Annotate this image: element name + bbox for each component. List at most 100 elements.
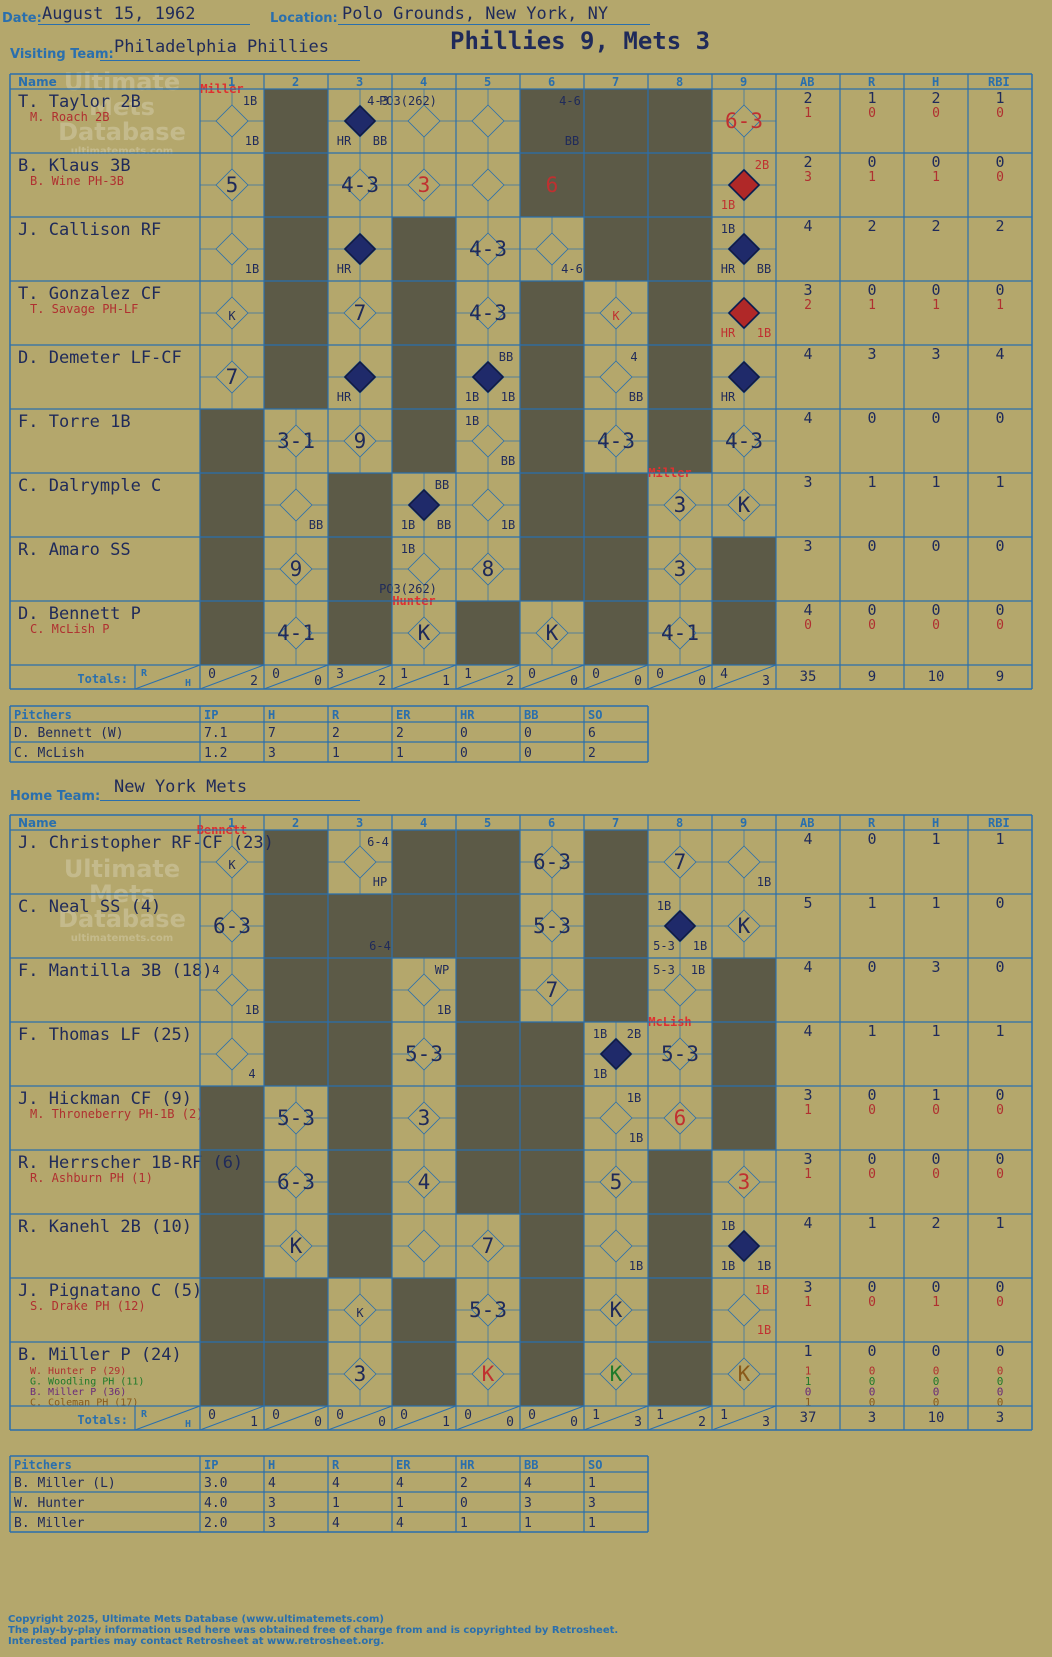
visiting-play-notation: HR [337,134,352,148]
visiting-run-scored-diamond [471,360,505,394]
home-base-diamond [215,909,249,943]
visiting-stat-rbi: 4 [995,345,1004,363]
home-play-notation: 5-3 [469,1298,507,1322]
home-player-name: C. Neal SS (4) [18,897,161,917]
visiting-base-diamond [343,296,377,330]
visiting-stat-r: 1 [867,473,876,491]
visiting-play-notation: BB [757,262,771,276]
visiting-play-notation: 4-1 [661,621,699,645]
home-play-notation: 5 [610,1170,623,1194]
home-stat-rbi: 0 [997,1386,1004,1399]
visiting-totals-divider [647,664,713,690]
visiting-stat-r: 0 [867,153,876,171]
home-shaded-cell [520,1086,584,1150]
home-pitcher-name: B. Miller (L) [14,1476,116,1491]
home-base-diamond [599,1101,633,1135]
visiting-play-notation: PO3(262) [379,582,437,596]
home-pitcher-stat: 4 [524,1476,532,1491]
home-totals-divider [263,1405,329,1431]
home-pitcher-stat: 2.0 [204,1516,227,1531]
visiting-shaded-cell [584,89,648,153]
visiting-stat-h: 1 [932,298,940,313]
home-run-scored-diamond [599,1037,633,1071]
visiting-shaded-cell [264,153,328,217]
home-inning-hits: 3 [634,1415,642,1430]
visiting-stat-r: 1 [868,170,876,185]
visiting-pitcher-stat: 7.1 [204,726,227,741]
home-base-diamond [215,1037,249,1071]
home-play-notation: K [482,1362,495,1386]
home-shaded-cell [328,1086,392,1150]
home-inning-runs: 0 [208,1408,216,1423]
home-sub-player-name: C. Coleman PH (17) [30,1398,138,1409]
visiting-base-diamond [343,168,377,202]
home-play-notation: 5-3 [653,939,675,953]
home-base-diamond [727,909,761,943]
visiting-run-scored-diamond [343,104,377,138]
visiting-total-stat: 9 [868,669,876,685]
visiting-shaded-cell [328,537,392,601]
home-shaded-cell [200,1086,264,1150]
home-inning-runs: 1 [656,1408,664,1423]
home-inning-runs: 0 [272,1408,280,1423]
visiting-shaded-cell [392,281,456,345]
home-stat-ab: 1 [805,1375,812,1388]
visiting-total-stat: 10 [928,669,945,685]
visiting-shaded-cell [392,345,456,409]
home-inning-hits: 1 [442,1415,450,1430]
visiting-shaded-cell [328,601,392,665]
visiting-play-notation: PO3(262) [379,94,437,108]
home-base-diamond [727,1293,761,1327]
visiting-pitcher-stat: 0 [524,746,532,761]
visiting-stat-ab: 4 [803,601,812,619]
visiting-play-notation: 1B [721,222,735,236]
visiting-play-notation: HR [337,390,352,404]
home-stat-ab: 0 [805,1386,812,1399]
visiting-sub-player-name: M. Roach 2B [30,110,109,124]
home-play-notation: 1B [755,1283,769,1297]
home-play-notation: 1B [693,939,707,953]
visiting-base-diamond [343,424,377,458]
home-pitcher-stat: 1 [588,1476,596,1491]
home-base-diamond [407,1037,441,1071]
visiting-shaded-cell [392,217,456,281]
game-location: Polo Grounds, New York, NY [342,4,609,24]
visiting-stat-rbi: 0 [995,153,1004,171]
visiting-stat-r: 2 [867,217,876,235]
home-base-diamond [599,1229,633,1263]
visiting-shaded-cell [520,473,584,537]
visiting-stat-ab: 4 [803,345,812,363]
visiting-shaded-cell [200,409,264,473]
visiting-base-diamond [727,424,761,458]
home-shaded-cell [456,1086,520,1150]
visiting-stat-r: 0 [868,618,876,633]
visiting-run-scored-diamond [727,168,761,202]
home-play-notation: K [356,1306,364,1320]
home-stat-r: 1 [867,1214,876,1232]
date-label: Date: [2,11,42,26]
visiting-shaded-cell [648,281,712,345]
home-play-notation: 1B [721,1219,735,1233]
visiting-team-label: Visiting Team: [10,47,114,62]
visiting-pitcher-header: R [332,708,340,722]
visiting-pitcher-stat: 0 [460,726,468,741]
visiting-play-notation: 1B [501,390,515,404]
home-player-name: J. Christopher RF-CF (23) [18,833,274,853]
visiting-inning-hits: 2 [506,674,514,689]
home-base-diamond [471,1357,505,1391]
visiting-play-notation: 4-3 [725,429,763,453]
visiting-play-notation: HR [721,262,736,276]
visiting-totals-divider [199,664,265,690]
home-stat-ab: 3 [803,1150,812,1168]
home-stat-ab: 1 [803,1342,812,1360]
home-stat-header-ab: AB [800,816,814,830]
home-sub-player-name: M. Throneberry PH-1B (2) [30,1107,203,1121]
home-shaded-cell [584,958,648,1022]
home-sub-player-name: G. Woodling PH (11) [30,1377,144,1388]
home-pitcher-name: B. Miller [14,1516,85,1531]
visiting-stat-rbi: 2 [995,217,1004,235]
home-pitcher-stat: 1 [460,1516,468,1531]
home-player-name: F. Mantilla 3B (18) [18,961,212,981]
visiting-base-diamond [407,552,441,586]
visiting-stat-header-r: R [868,75,876,89]
